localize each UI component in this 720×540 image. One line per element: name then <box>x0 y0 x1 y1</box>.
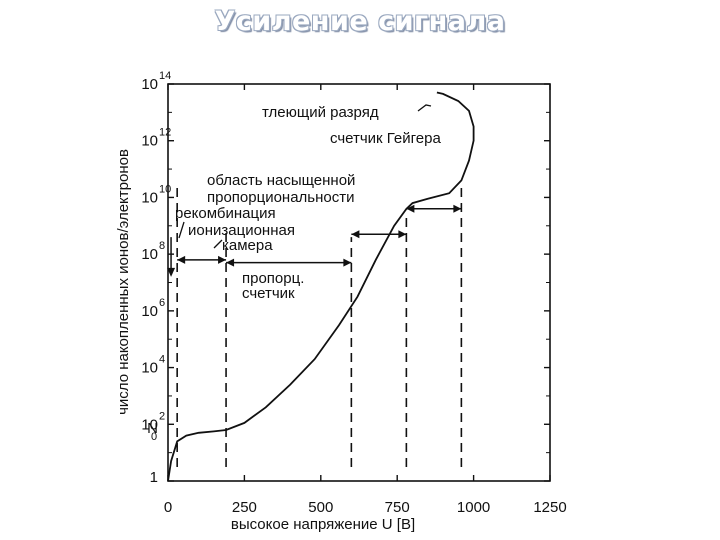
annotation-geiger-counter: счетчик Гейгера <box>330 130 441 147</box>
proportional-arrow-head-right <box>343 258 352 267</box>
annotation-proportional-2: счетчик <box>242 285 295 302</box>
y-tick-label: 10 8 <box>141 240 165 263</box>
y-tick-base: 10 <box>141 246 158 263</box>
annotation-ionization-2: камера <box>222 237 273 254</box>
glow-leader-mark <box>417 104 432 112</box>
ionization-leader-mark <box>213 239 223 249</box>
annotation-proportional-1: пропорц. <box>242 270 304 287</box>
x-tick-label: 750 <box>385 499 410 516</box>
y-tick-base: 10 <box>141 303 158 320</box>
slide-title: Усиление сигнала <box>214 6 506 37</box>
recombination-arrow-head <box>167 267 176 277</box>
y-tick-label: 10 12 <box>141 127 171 150</box>
geiger-arrow-head-left <box>406 204 415 213</box>
annotation-glow-discharge: тлеющий разряд <box>262 104 379 121</box>
y-tick-label: N0 <box>147 420 158 443</box>
y-tick-exponent: 10 <box>159 183 171 195</box>
amplification-curve <box>167 91 475 482</box>
y-tick-exponent: 2 <box>159 410 165 422</box>
y-tick-label: 10 2 <box>141 410 165 433</box>
y-tick-base: 10 <box>141 133 158 150</box>
y-tick-base: N <box>147 420 158 437</box>
y-tick-label: 10 4 <box>141 354 165 377</box>
y-tick-label: 1 <box>150 469 158 486</box>
x-tick-label: 500 <box>308 499 333 516</box>
annotation-saturation-1: область насыщенной <box>207 172 355 189</box>
y-tick-exponent: 4 <box>159 354 165 366</box>
y-axis-label: число накопленных ионов/электронов <box>115 149 132 415</box>
y-tick-exponent: 14 <box>159 70 171 82</box>
y-tick-label: 10 14 <box>141 70 171 93</box>
y-tick-base: 10 <box>141 189 158 206</box>
y-tick-label: 10 6 <box>141 297 165 320</box>
annotation-ionization-1: ионизационная <box>188 222 295 239</box>
proportional-arrow-head-left <box>226 258 235 267</box>
x-axis-label: высокое напряжение U [В] <box>231 516 415 533</box>
x-tick-label: 1000 <box>457 499 490 516</box>
annotation-recombination: рекомбинация <box>175 205 276 222</box>
ionization-arrow-head-right <box>218 255 227 264</box>
y-tick-base: 10 <box>141 416 158 433</box>
x-tick-labels: 0 250 500 750 1000 1250 <box>164 499 567 516</box>
y-tick-base: 10 <box>141 360 158 377</box>
x-tick-label: 250 <box>232 499 257 516</box>
annotation-saturation-2: пропорциональности <box>207 189 355 206</box>
ionization-arrow-head-left <box>177 255 186 264</box>
saturation-arrow-head-right <box>398 230 407 239</box>
y-tick-base: 1 <box>150 469 158 486</box>
x-tick-label: 0 <box>164 499 172 516</box>
y-tick-label: 10 10 <box>141 183 171 206</box>
region-arrows <box>167 204 462 277</box>
x-tick-label: 1250 <box>533 499 566 516</box>
y-tick-base: 10 <box>141 76 158 93</box>
y-tick-exponent: 6 <box>159 297 165 309</box>
saturation-arrow-head-left <box>351 230 360 239</box>
y-tick-subscript: 0 <box>151 431 157 443</box>
y-tick-exponent: 8 <box>159 240 165 252</box>
y-tick-exponent: 12 <box>159 127 171 139</box>
region-boundaries <box>176 183 463 467</box>
geiger-arrow-head-right <box>453 204 462 213</box>
recombination-leader-mark <box>178 221 185 239</box>
